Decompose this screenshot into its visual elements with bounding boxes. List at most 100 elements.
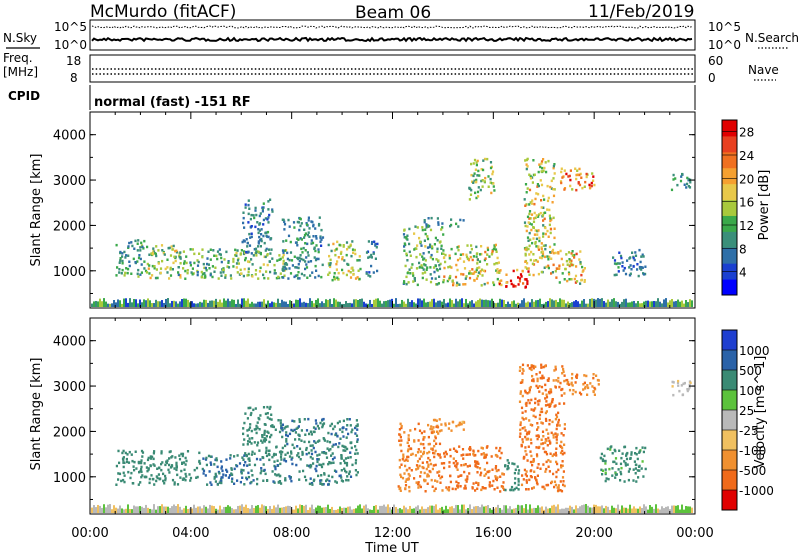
echo-cell — [413, 302, 415, 307]
echo-cell — [533, 259, 536, 262]
echo-cell — [174, 255, 177, 259]
echo-cell — [434, 264, 437, 268]
echo-cell — [443, 452, 446, 455]
echo-cell — [371, 240, 374, 244]
echo-cell — [634, 254, 638, 257]
echo-cell — [334, 277, 337, 281]
echo-cell — [456, 484, 459, 487]
echo-cell — [581, 300, 583, 307]
echo-cell — [165, 506, 167, 513]
echo-cell — [462, 428, 465, 431]
echo-cell — [411, 452, 414, 456]
echo-cell — [145, 466, 148, 469]
echo-cell — [300, 257, 303, 261]
echo-cell — [438, 264, 441, 267]
echo-cell — [541, 252, 545, 256]
echo-cell — [474, 489, 477, 492]
echo-cell — [492, 281, 495, 284]
echo-cell — [567, 381, 570, 384]
echo-cell — [516, 465, 519, 468]
echo-cell — [555, 460, 558, 464]
echo-cell — [122, 478, 125, 482]
echo-cell — [137, 506, 139, 513]
echo-cell — [538, 213, 541, 216]
echo-cell — [458, 421, 461, 425]
echo-cell — [521, 411, 524, 414]
echo-cell — [294, 274, 297, 277]
echo-cell — [438, 267, 442, 271]
echo-cell — [476, 190, 480, 194]
power-x-ticks — [89, 112, 696, 308]
echo-cell — [607, 506, 609, 513]
echo-cell — [544, 211, 547, 214]
echo-cell — [323, 451, 326, 455]
echo-cell — [555, 454, 558, 457]
echo-cell — [438, 442, 442, 446]
echo-cell — [458, 445, 461, 448]
echo-cell — [573, 277, 576, 281]
echo-cell — [475, 301, 477, 307]
echo-cell — [412, 280, 415, 283]
echo-cell — [202, 469, 206, 472]
echo-cell — [583, 374, 586, 377]
echo-cell — [351, 248, 355, 251]
echo-cell — [248, 244, 252, 247]
echo-cell — [265, 435, 268, 438]
echo-cell — [335, 299, 337, 307]
echo-cell — [532, 237, 535, 240]
echo-cell — [677, 384, 680, 387]
echo-cell — [494, 475, 497, 478]
echo-cell — [246, 443, 249, 446]
echo-cell — [290, 428, 293, 432]
echo-cell — [402, 455, 405, 459]
echo-cell — [406, 449, 410, 453]
colorbar-segment — [722, 350, 737, 371]
echo-cell — [289, 477, 292, 480]
echo-cell — [349, 276, 353, 279]
echo-cell — [665, 506, 667, 513]
echo-cell — [424, 490, 427, 493]
echo-cell — [557, 484, 560, 487]
echo-cell — [234, 248, 237, 252]
echo-cell — [476, 266, 479, 270]
echo-cell — [160, 450, 163, 453]
echo-cell — [148, 481, 151, 485]
echo-cell — [498, 271, 501, 274]
echo-cell — [476, 174, 479, 177]
y-tick-label: 1000 — [53, 471, 86, 486]
echo-cell — [482, 168, 485, 172]
echo-cell — [357, 299, 359, 307]
echo-cell — [262, 479, 265, 482]
echo-cell — [441, 506, 443, 513]
echo-cell — [465, 275, 468, 278]
echo-cell — [370, 242, 374, 245]
echo-cell — [542, 376, 545, 380]
echo-cell — [242, 274, 245, 278]
echo-cell — [527, 509, 529, 513]
echo-cell — [304, 260, 307, 263]
noise-left-tick-low: 10^0 — [54, 38, 87, 52]
echo-cell — [429, 280, 433, 284]
echo-cell — [540, 407, 543, 411]
echo-cell — [544, 438, 547, 441]
velocity-y-axis-label: Slant Range [km] — [29, 358, 44, 471]
echo-cell — [457, 505, 459, 513]
echo-cell — [266, 412, 269, 415]
echo-cell — [120, 272, 123, 275]
echo-cell — [429, 256, 432, 259]
echo-cell — [264, 249, 267, 252]
echo-cell — [156, 476, 159, 480]
echo-cell — [524, 389, 527, 393]
echo-cell — [505, 285, 508, 288]
echo-cell — [659, 509, 661, 513]
echo-cell — [516, 268, 519, 272]
echo-cell — [215, 457, 218, 460]
echo-cell — [604, 462, 607, 465]
echo-cell — [354, 452, 357, 455]
echo-cell — [542, 224, 545, 227]
echo-cell — [156, 467, 159, 470]
echo-cell — [289, 272, 293, 275]
echo-cell — [121, 303, 123, 307]
echo-cell — [427, 456, 430, 460]
echo-cell — [164, 477, 167, 480]
